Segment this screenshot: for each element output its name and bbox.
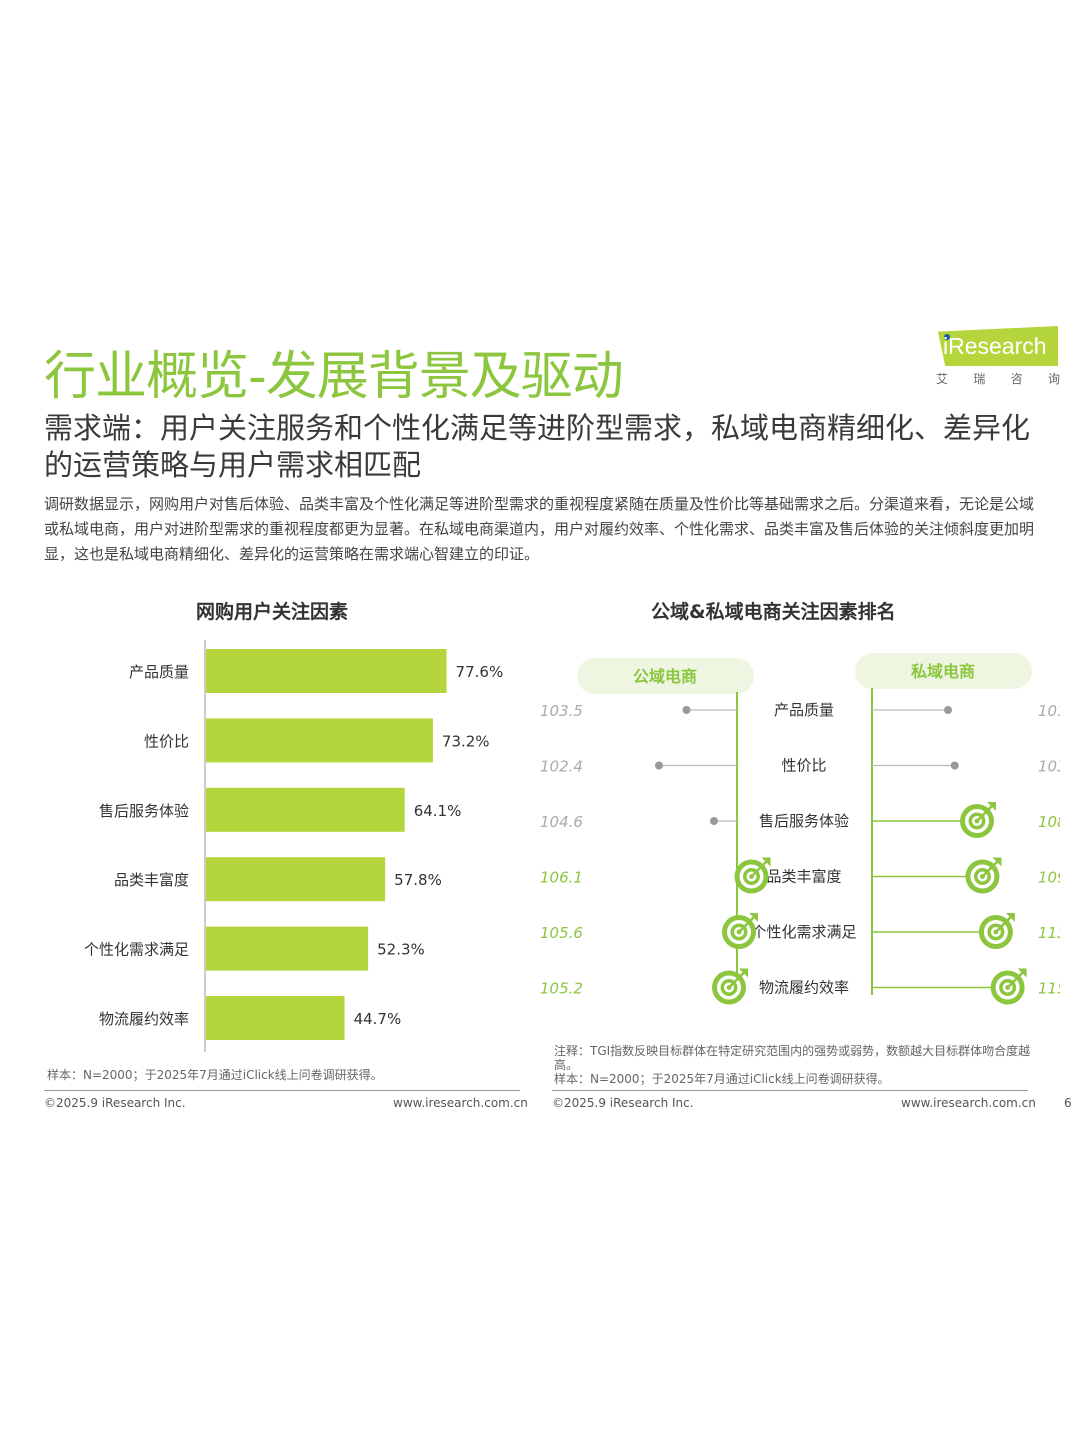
bar bbox=[206, 718, 433, 763]
category-label: 性价比 bbox=[144, 732, 189, 750]
bar bbox=[206, 787, 405, 832]
public-dot bbox=[655, 761, 663, 770]
bar bbox=[206, 996, 345, 1040]
target-arrow-shaft bbox=[1006, 972, 1023, 989]
private-value-label: 115.8 bbox=[1038, 980, 1060, 998]
private-value-label: 101.6 bbox=[1038, 702, 1060, 720]
legend-private bbox=[855, 653, 1032, 689]
target-icon bbox=[990, 968, 1027, 1005]
public-value-label: 105.6 bbox=[540, 924, 583, 942]
tgi-annotation: 注释：TGI指数反映目标群体在特定研究范围内的强势或弱势，数额越大目标群体吻合度… bbox=[554, 1044, 1031, 1072]
intro-paragraph: 调研数据显示，网购用户对售后体验、品类丰富及个性化满足等进阶型需求的重视程度紧随… bbox=[44, 495, 1035, 563]
category-label: 售后服务体验 bbox=[759, 812, 849, 830]
page-title: 行业概览-发展背景及驱动 bbox=[44, 347, 624, 407]
value-label: 64.1% bbox=[414, 802, 462, 820]
target-icon bbox=[965, 857, 1002, 894]
private-dot bbox=[950, 761, 959, 770]
value-label: 77.6% bbox=[456, 663, 504, 681]
logo-text: iResearch bbox=[943, 333, 1047, 359]
left-chart-title: 网购用户关注因素 bbox=[196, 601, 349, 623]
target-arrow-shaft bbox=[994, 916, 1012, 934]
private-dot bbox=[944, 706, 952, 714]
target-arrow-shaft bbox=[737, 916, 755, 934]
category-label: 个性化需求满足 bbox=[84, 941, 189, 959]
public-value-label: 106.1 bbox=[540, 869, 583, 887]
logo-badge: iResearch bbox=[938, 326, 1058, 366]
value-label: 44.7% bbox=[354, 1010, 402, 1028]
public-value-label: 102.4 bbox=[540, 758, 583, 776]
private-value-label: 113.0 bbox=[1038, 924, 1060, 942]
target-arrow-head bbox=[986, 802, 996, 811]
target-arrow-shaft bbox=[981, 861, 998, 878]
public-value-label: 103.5 bbox=[540, 702, 583, 720]
target-arrow-shaft bbox=[975, 805, 993, 823]
legend-public bbox=[577, 658, 754, 694]
attention-factors-bar-chart: 产品质量 77.6% 性价比 73.2% 售后服务体验 64.1% 品类丰富度 57.8% 个性… bbox=[84, 640, 504, 1052]
right-website-link[interactable]: www.iresearch.com.cn bbox=[901, 1096, 1036, 1110]
category-label: 品类丰富度 bbox=[766, 868, 841, 886]
value-label: 73.2% bbox=[442, 732, 490, 750]
logo-sub-char: 咨 bbox=[1010, 372, 1023, 386]
left-copyright: ©2025.9 iResearch Inc. bbox=[44, 1096, 186, 1110]
category-label: 物流履约效率 bbox=[759, 979, 849, 997]
private-value-label: 108.5 bbox=[1038, 813, 1060, 831]
value-label: 57.8% bbox=[394, 871, 442, 889]
bar bbox=[206, 926, 369, 971]
right-sample-note: 样本：N=2000；于2025年7月通过iClick线上问卷调研获得。 bbox=[554, 1072, 890, 1086]
logo-dot-icon bbox=[944, 334, 950, 340]
legend-public-label: 公域电商 bbox=[633, 667, 697, 686]
target-arrow-head bbox=[1017, 968, 1027, 978]
left-sample-note: 样本：N=2000；于2025年7月通过iClick线上问卷调研获得。 bbox=[47, 1068, 383, 1082]
right-notes: 注释：TGI指数反映目标群体在特定研究范围内的强势或弱势，数额越大目标群体吻合度… bbox=[554, 1044, 1034, 1086]
category-label: 售后服务体验 bbox=[99, 802, 189, 820]
public-value-label: 104.6 bbox=[540, 813, 583, 831]
value-label: 52.3% bbox=[377, 941, 425, 959]
logo-sub-char: 瑞 bbox=[973, 372, 986, 386]
left-website-link[interactable]: www.iresearch.com.cn bbox=[393, 1096, 528, 1110]
category-label: 品类丰富度 bbox=[114, 871, 189, 889]
target-icon bbox=[734, 857, 771, 894]
bar bbox=[206, 857, 386, 902]
left-footer-divider bbox=[44, 1090, 520, 1091]
page-number: 6 bbox=[1064, 1096, 1072, 1110]
target-icon bbox=[959, 802, 996, 838]
target-arrow-head bbox=[761, 857, 771, 867]
public-dot bbox=[710, 817, 718, 825]
category-label: 产品质量 bbox=[774, 701, 834, 719]
right-copyright: ©2025.9 iResearch Inc. bbox=[552, 1096, 694, 1110]
target-icon bbox=[722, 913, 758, 949]
target-icon bbox=[712, 968, 748, 1005]
private-value-label: 109.8 bbox=[1038, 869, 1060, 887]
category-label: 产品质量 bbox=[129, 663, 189, 681]
bar bbox=[206, 649, 447, 693]
logo-sub-char: 艾 bbox=[936, 372, 949, 386]
legend-private-label: 私域电商 bbox=[911, 662, 975, 681]
public-value-label: 105.2 bbox=[540, 980, 583, 998]
logo-subtext: 艾 瑞 咨 询 bbox=[936, 370, 1060, 387]
private-value-label: 103.2 bbox=[1038, 758, 1060, 776]
right-chart-title: 公域&私域电商关注因素排名 bbox=[651, 601, 896, 623]
category-label: 物流履约效率 bbox=[99, 1010, 189, 1028]
target-arrow-head bbox=[739, 968, 748, 978]
public-dot bbox=[682, 706, 691, 714]
right-footer-divider bbox=[552, 1090, 1028, 1091]
target-arrow-head bbox=[749, 913, 758, 922]
target-icon bbox=[978, 913, 1015, 949]
iresearch-logo: iResearch 艾 瑞 咨 询 bbox=[930, 326, 1060, 388]
page-subtitle: 需求端：用户关注服务和个性化满足等进阶型需求，私域电商精细化、差异化的运营策略与… bbox=[44, 411, 1031, 482]
target-arrow-shaft bbox=[727, 972, 745, 989]
target-arrow-head bbox=[1005, 913, 1015, 922]
target-arrow-shaft bbox=[750, 861, 767, 878]
target-arrow-head bbox=[992, 857, 1002, 867]
category-label: 个性化需求满足 bbox=[751, 923, 856, 941]
logo-sub-char: 询 bbox=[1047, 372, 1060, 386]
category-label: 性价比 bbox=[781, 757, 826, 775]
